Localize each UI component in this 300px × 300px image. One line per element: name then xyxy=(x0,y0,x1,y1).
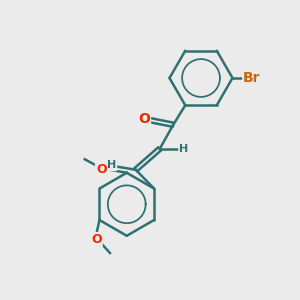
Text: O: O xyxy=(91,233,102,246)
Text: O: O xyxy=(138,112,150,126)
Text: O: O xyxy=(96,163,106,176)
Text: H: H xyxy=(107,160,116,170)
Text: Br: Br xyxy=(243,71,261,85)
Text: H: H xyxy=(179,144,188,154)
